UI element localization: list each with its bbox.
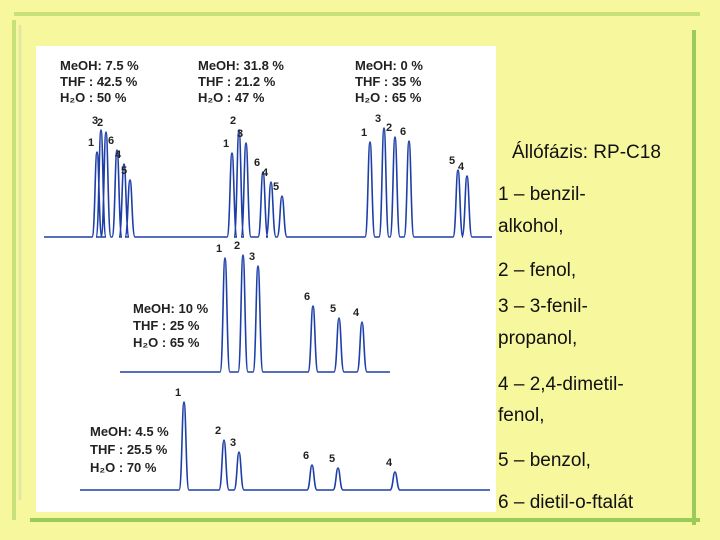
chromatogram-trace bbox=[44, 129, 190, 238]
composition-line: THF : 42.5 % bbox=[60, 74, 138, 89]
peak-label: 4 bbox=[458, 161, 465, 173]
legend-item: alkohol, bbox=[498, 216, 564, 237]
composition-line: H₂O : 65 % bbox=[133, 335, 200, 350]
peak-label: 1 bbox=[216, 243, 222, 255]
peak-label: 5 bbox=[273, 181, 279, 193]
peak-label: 5 bbox=[330, 303, 336, 315]
legend: Állófázis: RP-C18 1 – benzil-alkohol, 2 – … bbox=[498, 142, 661, 513]
legend-item: 2 – fenol, bbox=[498, 260, 576, 281]
legend-item: fenol, bbox=[498, 405, 544, 426]
figure-panel bbox=[36, 46, 496, 512]
peak-label: 5 bbox=[121, 165, 127, 177]
peak-label: 2 bbox=[230, 115, 236, 127]
composition-line: MeOH: 31.8 % bbox=[198, 58, 284, 73]
composition-line: H₂O : 65 % bbox=[355, 90, 422, 105]
composition-line: THF : 35 % bbox=[355, 74, 422, 89]
peak-label: 2 bbox=[215, 425, 221, 437]
peak-label: 5 bbox=[329, 453, 335, 465]
chromatogram-trace bbox=[345, 127, 492, 238]
peak-label: 1 bbox=[361, 127, 367, 139]
peak-label: 2 bbox=[386, 122, 392, 134]
peak-label: 4 bbox=[262, 167, 269, 179]
composition-line: THF : 25.5 % bbox=[90, 442, 168, 457]
peak-label: 3 bbox=[230, 437, 236, 449]
peak-label: 3 bbox=[375, 113, 381, 125]
composition-line: THF : 21.2 % bbox=[198, 74, 276, 89]
composition-line: H₂O : 47 % bbox=[198, 90, 265, 105]
peak-label: 2 bbox=[97, 117, 103, 129]
stationary-phase: Állófázis: RP-C18 bbox=[512, 142, 661, 163]
peak-label: 6 bbox=[303, 450, 309, 462]
peak-label: 4 bbox=[353, 307, 360, 319]
peak-label: 3 bbox=[92, 115, 98, 127]
peak-label: 1 bbox=[223, 138, 229, 150]
composition-line: MeOH: 10 % bbox=[133, 301, 209, 316]
peak-label: 4 bbox=[386, 457, 393, 469]
peak-label: 3 bbox=[249, 251, 255, 263]
legend-item: 1 – benzil- bbox=[498, 184, 586, 205]
legend-item: 3 – 3-fenil- bbox=[498, 296, 588, 317]
composition-line: H₂O : 70 % bbox=[90, 460, 157, 475]
chromatograms: MeOH: 7.5 %THF : 42.5 %H₂O : 50 %132645M… bbox=[44, 58, 492, 491]
peak-label: 6 bbox=[304, 291, 310, 303]
peak-label: 5 bbox=[449, 155, 455, 167]
peak-label: 1 bbox=[88, 137, 94, 149]
peak-label: 2 bbox=[234, 240, 240, 252]
composition-line: MeOH: 7.5 % bbox=[60, 58, 139, 73]
chromatogram-trace bbox=[80, 401, 490, 491]
composition-line: THF : 25 % bbox=[133, 318, 200, 333]
legend-item: 5 – benzol, bbox=[498, 450, 591, 471]
peak-label: 6 bbox=[400, 126, 406, 138]
peak-label: 6 bbox=[254, 157, 260, 169]
chromatogram-trace bbox=[190, 129, 345, 238]
legend-item: 4 – 2,4-dimetil- bbox=[498, 374, 624, 395]
legend-item: propanol, bbox=[498, 328, 577, 349]
composition-line: MeOH: 4.5 % bbox=[90, 424, 169, 439]
composition-line: MeOH: 0 % bbox=[355, 58, 423, 73]
composition-line: H₂O : 50 % bbox=[60, 90, 127, 105]
peak-label: 6 bbox=[108, 135, 114, 147]
peak-label: 4 bbox=[115, 149, 122, 161]
peak-label: 3 bbox=[237, 128, 243, 140]
peak-label: 1 bbox=[175, 387, 181, 399]
legend-item: 6 – dietil-o-ftalát bbox=[498, 492, 634, 513]
chromatogram-trace bbox=[120, 254, 390, 373]
